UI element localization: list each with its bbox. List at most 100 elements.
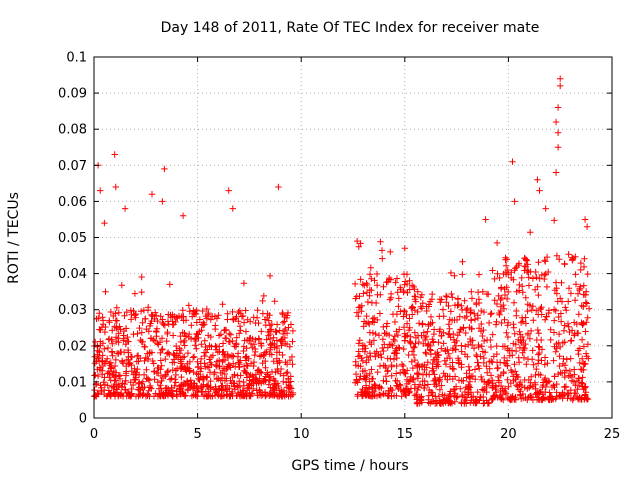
data-point xyxy=(181,342,188,349)
data-point xyxy=(575,375,582,382)
data-point xyxy=(142,315,149,322)
data-point xyxy=(446,363,454,370)
data-point xyxy=(198,341,205,348)
y-tick-label: 0.02 xyxy=(58,339,87,354)
data-point xyxy=(577,366,585,373)
data-point xyxy=(557,310,565,317)
data-point xyxy=(131,365,138,372)
data-point xyxy=(281,334,289,342)
data-point xyxy=(483,336,491,344)
data-point xyxy=(481,349,489,356)
data-point xyxy=(565,323,572,330)
data-point xyxy=(413,362,421,369)
data-point xyxy=(221,351,228,358)
data-point xyxy=(207,377,214,385)
data-point xyxy=(258,369,265,377)
data-point xyxy=(360,375,368,382)
data-point xyxy=(384,355,391,362)
data-point xyxy=(176,385,184,392)
data-point xyxy=(115,309,122,316)
data-point xyxy=(157,366,164,373)
data-point xyxy=(164,318,172,325)
data-point xyxy=(570,378,578,385)
data-point xyxy=(283,340,291,348)
data-point xyxy=(446,325,453,332)
x-tick-label: 15 xyxy=(397,427,414,442)
data-point xyxy=(198,384,205,392)
data-point xyxy=(203,305,210,313)
data-point xyxy=(351,280,359,288)
data-point xyxy=(267,346,274,353)
data-point xyxy=(479,332,486,340)
data-point xyxy=(189,354,197,361)
data-point xyxy=(124,338,131,345)
data-point xyxy=(122,377,129,384)
data-point xyxy=(547,326,554,333)
data-point xyxy=(116,372,124,379)
data-point xyxy=(493,300,501,308)
data-point xyxy=(508,369,516,376)
data-point xyxy=(185,333,192,341)
data-point xyxy=(501,343,509,350)
data-point xyxy=(565,285,573,292)
data-point xyxy=(567,290,575,297)
data-point xyxy=(424,328,431,335)
data-point xyxy=(451,316,458,324)
data-point xyxy=(154,340,161,347)
data-point xyxy=(289,327,297,335)
data-point xyxy=(158,335,166,342)
data-point xyxy=(357,240,364,247)
data-point xyxy=(184,386,191,393)
data-point xyxy=(473,351,480,359)
data-point xyxy=(224,352,232,360)
data-point xyxy=(565,298,572,305)
data-point xyxy=(459,271,466,278)
data-point xyxy=(536,349,543,357)
data-point xyxy=(406,388,413,395)
data-point xyxy=(218,387,225,394)
data-point xyxy=(411,385,418,392)
data-point xyxy=(516,328,523,335)
data-point xyxy=(135,386,143,394)
data-point xyxy=(128,390,135,397)
data-point xyxy=(113,325,121,333)
data-point xyxy=(167,311,174,319)
data-point xyxy=(476,365,483,372)
data-point xyxy=(524,307,531,315)
data-point xyxy=(562,304,569,311)
data-point xyxy=(522,314,529,321)
data-point xyxy=(541,316,549,323)
data-point xyxy=(552,395,559,403)
data-point xyxy=(516,344,524,351)
data-point xyxy=(402,370,409,377)
data-point xyxy=(222,334,229,342)
data-point xyxy=(240,280,248,287)
data-point xyxy=(394,331,402,339)
data-point xyxy=(243,345,250,352)
data-point xyxy=(92,371,99,379)
data-point xyxy=(145,328,152,335)
data-point xyxy=(458,364,465,371)
data-point xyxy=(552,279,560,286)
data-point xyxy=(494,365,501,372)
data-point xyxy=(178,373,185,381)
data-point xyxy=(567,372,574,379)
data-point xyxy=(460,377,467,384)
data-point xyxy=(388,372,395,379)
data-point xyxy=(440,370,447,377)
x-axis-label: GPS time / hours xyxy=(291,458,408,474)
data-point xyxy=(544,360,551,367)
data-point xyxy=(193,319,200,326)
data-point xyxy=(445,399,452,407)
chart-title: Day 148 of 2011, Rate Of TEC Index for r… xyxy=(161,20,540,36)
data-point xyxy=(403,385,410,392)
data-point xyxy=(159,374,167,382)
data-point xyxy=(520,346,528,354)
data-point xyxy=(416,393,423,401)
data-point xyxy=(533,307,540,314)
data-point xyxy=(468,317,475,324)
data-point xyxy=(561,322,568,329)
y-tick-label: 0.05 xyxy=(58,231,87,246)
data-point xyxy=(127,307,135,314)
data-point xyxy=(289,361,296,368)
